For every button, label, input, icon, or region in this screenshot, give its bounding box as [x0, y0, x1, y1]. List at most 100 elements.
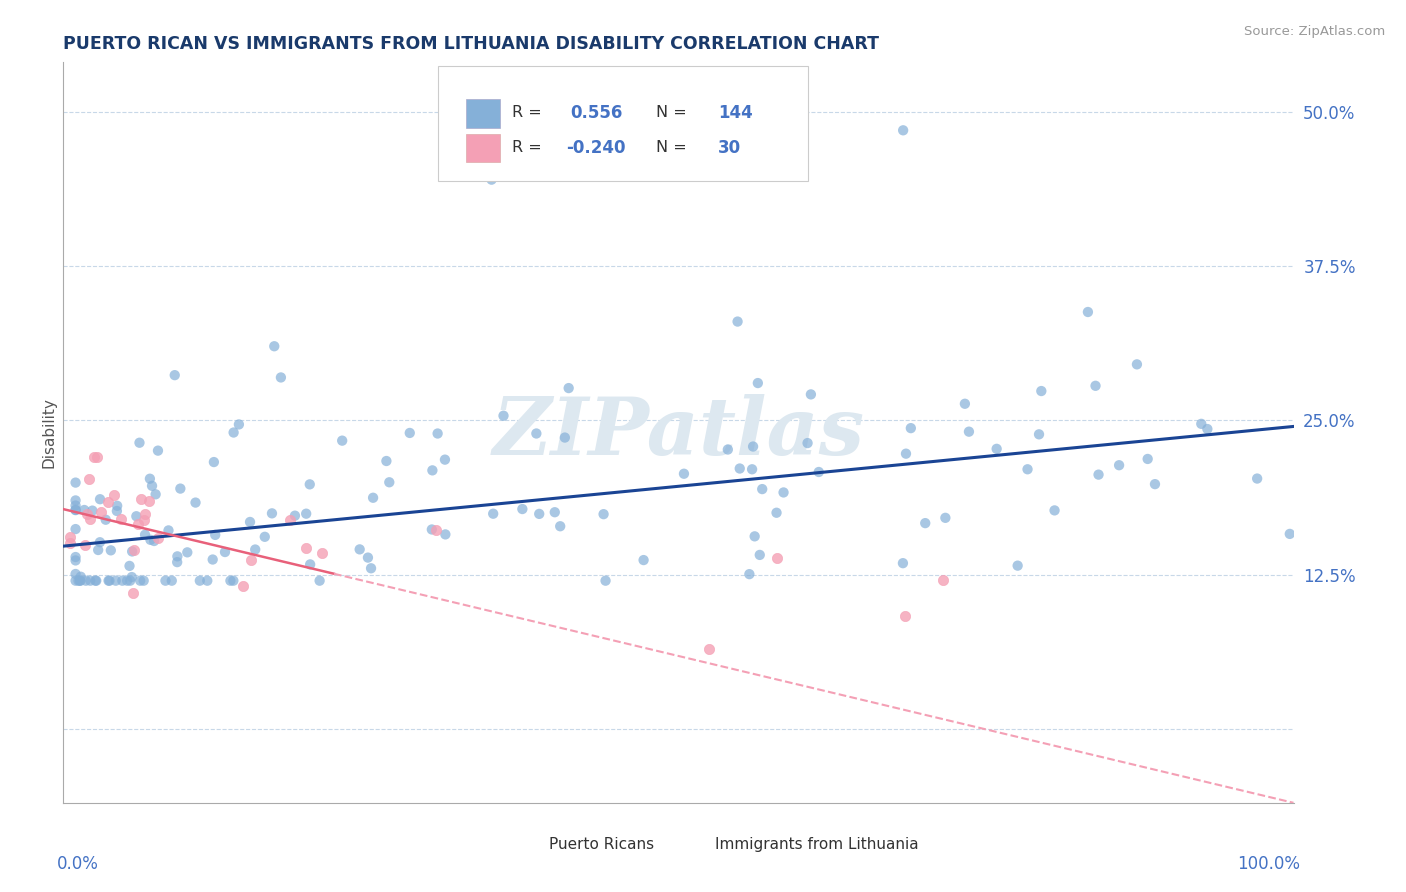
- Point: [772, 485, 794, 500]
- Point: [90, 505, 112, 519]
- Point: [800, 387, 823, 401]
- Point: [79, 512, 101, 526]
- Point: [548, 519, 571, 533]
- Point: [134, 513, 156, 527]
- Point: [155, 574, 177, 588]
- Point: [1126, 357, 1149, 371]
- Point: [512, 502, 534, 516]
- Point: [433, 452, 456, 467]
- Point: [308, 574, 330, 588]
- Point: [65, 549, 87, 564]
- Point: [79, 574, 101, 588]
- Point: [104, 574, 127, 588]
- Text: Source: ZipAtlas.com: Source: ZipAtlas.com: [1244, 25, 1385, 38]
- Text: -0.240: -0.240: [567, 138, 626, 157]
- Text: R =: R =: [512, 140, 543, 155]
- Text: 144: 144: [718, 103, 752, 122]
- Point: [65, 503, 87, 517]
- Point: [97, 495, 120, 509]
- Point: [129, 574, 152, 588]
- Point: [65, 574, 87, 588]
- Text: ZIPatlas: ZIPatlas: [492, 394, 865, 471]
- Point: [98, 574, 121, 588]
- Text: 0.0%: 0.0%: [58, 855, 98, 872]
- Point: [544, 505, 567, 519]
- Point: [284, 508, 307, 523]
- Point: [375, 454, 398, 468]
- Point: [146, 443, 169, 458]
- Point: [125, 509, 148, 524]
- Point: [260, 507, 283, 521]
- Point: [557, 381, 579, 395]
- Point: [1278, 527, 1301, 541]
- Point: [97, 574, 120, 588]
- Point: [67, 574, 90, 588]
- Point: [121, 570, 143, 584]
- Point: [592, 507, 614, 521]
- Point: [934, 511, 956, 525]
- Point: [1043, 503, 1066, 517]
- Point: [82, 503, 104, 517]
- Point: [299, 558, 322, 572]
- Point: [1136, 452, 1159, 467]
- Point: [132, 574, 155, 588]
- Point: [311, 546, 333, 560]
- Point: [1031, 384, 1053, 398]
- Point: [75, 538, 97, 552]
- Text: Puerto Ricans: Puerto Ricans: [550, 837, 654, 852]
- Point: [65, 493, 87, 508]
- Point: [195, 574, 218, 588]
- Point: [986, 442, 1008, 456]
- Point: [263, 339, 285, 353]
- Point: [122, 586, 145, 600]
- Point: [105, 504, 128, 518]
- Point: [245, 542, 267, 557]
- FancyBboxPatch shape: [685, 836, 707, 853]
- Point: [529, 507, 551, 521]
- Point: [134, 507, 156, 521]
- Point: [360, 561, 382, 575]
- Point: [146, 531, 169, 545]
- Point: [232, 579, 254, 593]
- Point: [143, 533, 166, 548]
- Point: [89, 535, 111, 549]
- Point: [727, 315, 749, 329]
- Point: [65, 499, 87, 513]
- Point: [741, 462, 763, 476]
- Point: [295, 507, 318, 521]
- Point: [1028, 427, 1050, 442]
- Point: [166, 555, 188, 569]
- Point: [751, 482, 773, 496]
- Point: [188, 574, 211, 588]
- Point: [931, 573, 953, 587]
- Point: [894, 447, 917, 461]
- Text: N =: N =: [657, 105, 688, 120]
- Point: [83, 450, 105, 465]
- Point: [163, 368, 186, 383]
- Point: [65, 566, 87, 581]
- Point: [900, 421, 922, 435]
- Point: [139, 472, 162, 486]
- Point: [796, 436, 818, 450]
- Point: [169, 482, 191, 496]
- Point: [89, 492, 111, 507]
- Point: [145, 487, 167, 501]
- Point: [280, 512, 302, 526]
- Point: [697, 641, 720, 656]
- Point: [65, 522, 87, 536]
- Point: [121, 544, 143, 558]
- FancyBboxPatch shape: [439, 66, 807, 181]
- Point: [1017, 462, 1039, 476]
- Point: [129, 491, 152, 506]
- Point: [118, 558, 141, 573]
- Point: [425, 523, 447, 537]
- Point: [128, 435, 150, 450]
- Point: [138, 493, 160, 508]
- Point: [434, 527, 457, 541]
- Point: [738, 567, 761, 582]
- Point: [240, 553, 263, 567]
- Point: [893, 609, 915, 624]
- Point: [595, 574, 617, 588]
- Text: R =: R =: [512, 105, 543, 120]
- Point: [73, 503, 96, 517]
